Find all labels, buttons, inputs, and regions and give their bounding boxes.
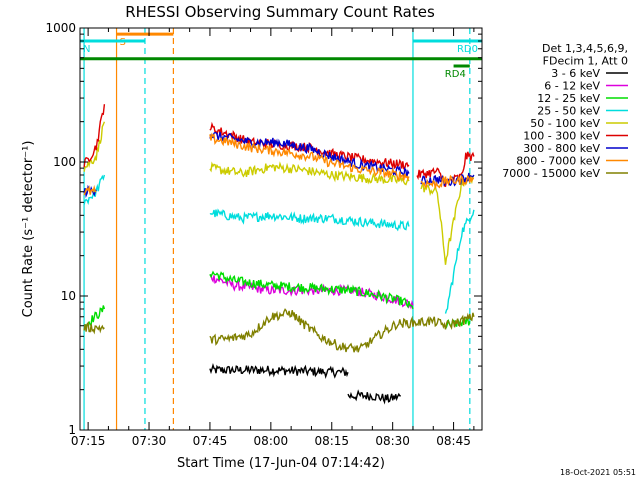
x-tick-label-1: 07:30 (132, 434, 167, 448)
legend-label-1: 6 - 12 keV (544, 80, 600, 93)
x-tick-label-3: 08:00 (254, 434, 289, 448)
y-tick-label-0: 1 (68, 423, 76, 437)
legend-label-6: 300 - 800 keV (523, 142, 600, 155)
series-line-5-0 (83, 104, 106, 168)
x-tick-label-5: 08:30 (375, 434, 410, 448)
series-line-4-0 (83, 121, 106, 172)
y-tick-label-2: 100 (53, 155, 76, 169)
legend: Det 1,3,4,5,6,9,FDecim 1, Att 03 - 6 keV… (502, 42, 628, 180)
annotation-bars: S N RD0 RD4 (80, 32, 482, 80)
series-line-3-1 (209, 208, 410, 232)
annotation-label-2: RD0 (457, 44, 478, 55)
vertical-markers (83, 28, 471, 430)
series-line-0-0 (209, 363, 349, 380)
legend-label-5: 100 - 300 keV (523, 130, 600, 143)
y-tick-label-3: 1000 (45, 21, 76, 35)
series-line-2-1 (209, 270, 414, 310)
x-tick-label-6: 08:45 (436, 434, 471, 448)
x-tick-label-4: 08:15 (314, 434, 349, 448)
x-axis-label: Start Time (17-Jun-04 07:14:42) (177, 456, 385, 471)
series-line-8-1 (209, 308, 475, 353)
y-axis-label: Count Rate (s⁻¹ detector⁻¹) (21, 141, 36, 318)
legend-header-1: FDecim 1, Att 0 (543, 55, 628, 68)
plot-frame (79, 27, 483, 431)
series-layer (83, 104, 475, 405)
legend-label-3: 25 - 50 keV (537, 105, 600, 118)
annotation-label-3: RD4 (445, 69, 466, 80)
series-line-7-2 (420, 174, 475, 189)
axis-ticks: 07:15 07:30 07:45 08:00 08:15 08:30 08:45 1 10 10… (45, 21, 482, 448)
legend-label-8: 7000 - 15000 keV (502, 167, 600, 180)
series-line-7-0 (83, 184, 97, 196)
series-line-0-1 (347, 389, 401, 405)
x-tick-label-0: 07:15 (71, 434, 106, 448)
y-tick-label-1: 10 (61, 289, 76, 303)
legend-label-7: 800 - 7000 keV (516, 155, 600, 168)
series-line-8-0 (83, 321, 105, 335)
series-line-7-1 (209, 132, 410, 181)
annotation-label-0: S (120, 37, 126, 48)
x-tick-label-2: 07:45 (193, 434, 228, 448)
annotation-label-1: N (83, 44, 90, 55)
series-line-4-1 (209, 161, 410, 186)
chart-title: RHESSI Observing Summary Count Rates (125, 3, 435, 21)
legend-label-0: 3 - 6 keV (551, 67, 600, 80)
legend-header-0: Det 1,3,4,5,6,9, (542, 42, 628, 55)
series-line-5-2 (416, 151, 475, 188)
series-0 (209, 363, 401, 405)
render-timestamp: 18-Oct-2021 05:51 (560, 468, 636, 477)
legend-label-2: 12 - 25 keV (537, 92, 600, 105)
legend-label-4: 50 - 100 keV (530, 117, 600, 130)
series-8 (83, 308, 475, 353)
series-line-3-2 (444, 209, 475, 314)
series-7 (83, 132, 475, 196)
series-line-6-1 (209, 131, 410, 178)
